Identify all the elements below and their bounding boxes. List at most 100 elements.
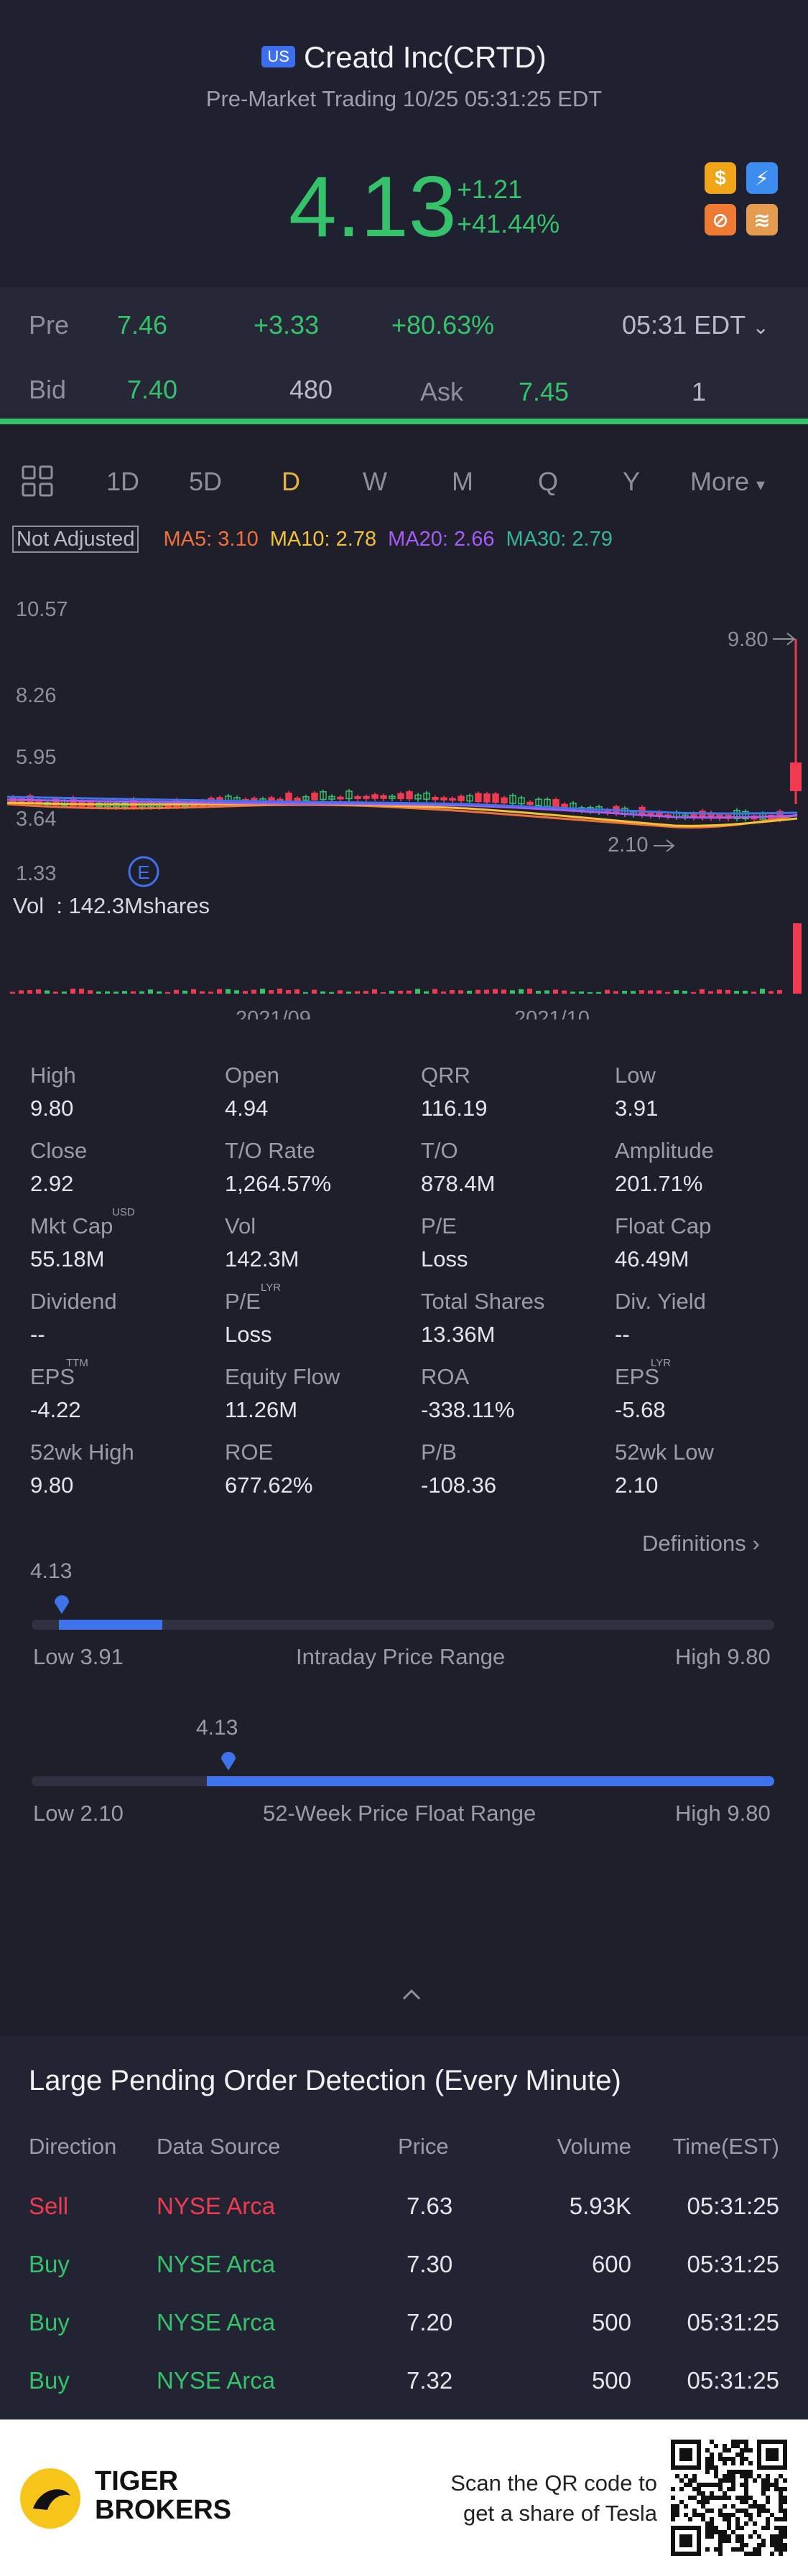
earnings-event-icon[interactable] [128, 856, 159, 887]
volume-bar [243, 991, 248, 994]
qr-module [710, 2526, 714, 2530]
definitions-label: Definitions [642, 1531, 746, 1556]
qr-module [757, 2534, 761, 2539]
week52-current-price: 4.13 [196, 1716, 238, 1740]
qr-module [714, 2496, 718, 2500]
qr-module [727, 2448, 731, 2453]
qr-module [701, 2504, 705, 2509]
candle [466, 795, 473, 802]
definitions-link[interactable]: Definitions › [642, 1531, 760, 1557]
collapse-chevron-up-icon[interactable] [402, 1989, 421, 2004]
dollar-icon[interactable]: $ [705, 162, 736, 194]
volume-bar [458, 990, 463, 994]
qr-module [735, 2509, 740, 2513]
stat-value: 55.18M [30, 1246, 105, 1271]
no-entry-icon[interactable]: ⊘ [705, 204, 736, 235]
qr-module [723, 2491, 727, 2496]
qr-module [679, 2478, 684, 2483]
stat-cell: Float Cap 46.49M [615, 1213, 711, 1272]
qr-module [718, 2547, 723, 2552]
volume-bar [53, 991, 58, 994]
qr-module [761, 2539, 766, 2543]
stat-label: QRR [421, 1063, 470, 1088]
intraday-current-price: 4.13 [30, 1559, 73, 1583]
qr-module [671, 2504, 675, 2509]
stat-cell: P/E LYR Loss [225, 1282, 281, 1348]
volume-bar [36, 989, 41, 994]
tab-more[interactable]: More ▾ [690, 467, 765, 497]
tab-day[interactable]: D [282, 467, 300, 496]
qr-module [723, 2448, 727, 2453]
volume-bar [407, 990, 412, 994]
latest-candle [790, 762, 802, 791]
qr-module [705, 2534, 710, 2539]
qr-module [705, 2526, 710, 2530]
qr-module [753, 2478, 757, 2483]
bid-size: 480 [289, 375, 333, 404]
volume-bar [639, 990, 644, 994]
tab-5d[interactable]: 5D [189, 467, 223, 496]
qr-code-icon[interactable] [671, 2440, 787, 2559]
lightning-icon[interactable]: ⚡ [746, 162, 778, 194]
qr-module [766, 2496, 770, 2500]
tab-year[interactable]: Y [623, 467, 641, 496]
promo-footer: TIGER BROKERS Scan the QR code to get a … [0, 2419, 808, 2576]
qr-module [710, 2465, 714, 2470]
order-time: 05:31:25 [687, 2309, 779, 2335]
qr-module [753, 2504, 757, 2509]
price-direction-bar [0, 419, 808, 424]
volume-bar [743, 990, 748, 994]
order-data-source: NYSE Arca [157, 2193, 276, 2219]
qr-module [718, 2530, 723, 2534]
order-time: 05:31:25 [687, 2367, 779, 2394]
qr-module [766, 2487, 770, 2491]
volume-bar [536, 991, 541, 994]
qr-module [774, 2478, 779, 2483]
qr-module [727, 2539, 731, 2543]
tab-1d[interactable]: 1D [106, 467, 140, 496]
qr-module [710, 2517, 714, 2521]
volume-bar [234, 990, 239, 994]
candle [423, 792, 430, 800]
stat-value: 9.80 [30, 1473, 74, 1498]
stat-label: Dividend [30, 1289, 117, 1314]
volume-bar [10, 991, 15, 994]
qr-module [744, 2521, 748, 2526]
price-chart[interactable]: 10.57 8.26 5.95 3.64 1.33 9.80 2.10 E Vo… [0, 574, 808, 1019]
candle [363, 795, 370, 799]
candle [380, 795, 387, 799]
grid-layout-icon[interactable] [22, 465, 53, 500]
candle [475, 793, 482, 803]
volume-bar [441, 991, 446, 994]
qr-module [671, 2517, 675, 2521]
stack-icon[interactable]: ≋ [746, 204, 778, 235]
qr-module [731, 2487, 735, 2491]
volume-series [10, 989, 782, 994]
tab-month[interactable]: M [452, 467, 473, 496]
candle [432, 797, 439, 801]
qr-module [740, 2474, 744, 2478]
high-marker-arrow-icon [773, 633, 796, 645]
candle [285, 793, 292, 802]
stat-value: 4.94 [225, 1096, 269, 1121]
tab-quarter[interactable]: Q [538, 467, 559, 496]
qr-module [731, 2483, 735, 2487]
candle [492, 793, 499, 803]
qr-module [761, 2543, 766, 2547]
qr-module [740, 2526, 744, 2530]
qr-module [710, 2483, 714, 2487]
qr-module [783, 2500, 787, 2504]
qr-module [753, 2521, 757, 2526]
ma20-value: MA20: 2.66 [388, 528, 495, 551]
qr-module [774, 2543, 779, 2547]
qr-module [774, 2526, 779, 2530]
premarket-time-selector[interactable]: 05:31 EDT ⌄ [622, 310, 769, 340]
tab-week[interactable]: W [363, 467, 387, 496]
adjustment-toggle[interactable]: Not Adjusted [12, 526, 139, 553]
qr-module [748, 2496, 753, 2500]
qr-module [740, 2461, 744, 2465]
stat-cell: Close 2.92 [30, 1138, 87, 1197]
qr-module [671, 2496, 675, 2500]
trading-status: Pre-Market Trading 10/25 05:31:25 EDT [205, 86, 603, 111]
volume-bar [389, 990, 394, 994]
